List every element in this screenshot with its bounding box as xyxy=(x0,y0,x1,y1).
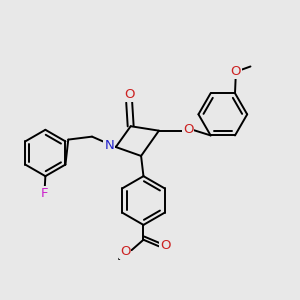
Text: O: O xyxy=(120,244,130,258)
Text: F: F xyxy=(41,187,49,200)
Text: O: O xyxy=(160,239,171,252)
Text: O: O xyxy=(183,123,193,136)
Text: O: O xyxy=(230,65,241,78)
Text: N: N xyxy=(104,139,114,152)
Text: O: O xyxy=(124,88,134,100)
